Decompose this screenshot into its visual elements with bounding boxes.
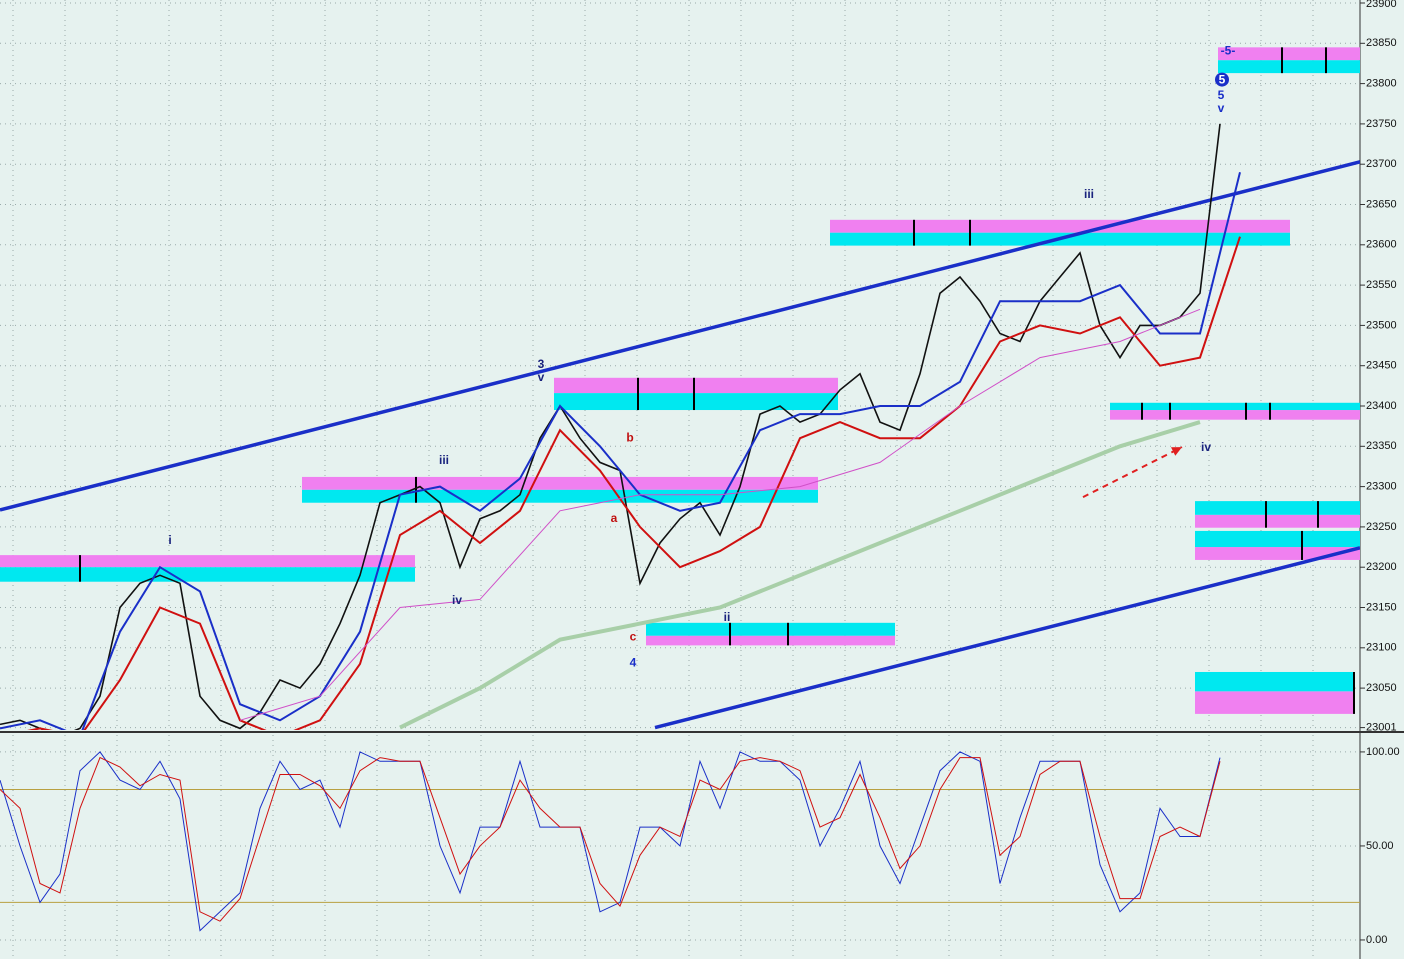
price-panel: [0, 0, 1360, 730]
wave-label: a: [611, 511, 618, 525]
trend-line: [654, 546, 1360, 730]
zone-cyan: [646, 622, 895, 636]
zone-cyan: [1195, 530, 1360, 548]
zone-magenta: [1195, 514, 1360, 528]
y-tick-label: 50.00: [1366, 840, 1394, 852]
zone-magenta: [646, 635, 895, 646]
y-tick-label: 23900: [1366, 0, 1397, 10]
y-tick-label: 23350: [1366, 440, 1397, 452]
y-tick-label: 23800: [1366, 78, 1397, 90]
wave-label: c: [630, 629, 637, 643]
trend-line: [0, 160, 1360, 512]
y-tick-label: 23450: [1366, 360, 1397, 372]
zone-magenta: [1195, 691, 1355, 714]
wave-label: b: [626, 430, 633, 444]
series-line: [0, 123, 1221, 730]
y-tick-label: 23550: [1366, 279, 1397, 291]
trend-line: [1082, 446, 1183, 498]
y-tick-label: 23150: [1366, 601, 1397, 613]
y-tick-label: 100.00: [1366, 746, 1400, 758]
y-tick-label: 23200: [1366, 561, 1397, 573]
zone-cyan: [1218, 60, 1360, 74]
oscillator-panel: [0, 735, 1360, 959]
y-tick-label: 23001: [1366, 722, 1397, 734]
zone-cyan: [302, 489, 818, 503]
zone-cyan: [0, 567, 415, 582]
zone-magenta: [0, 555, 415, 568]
wave-label: 4: [630, 655, 637, 669]
wave-label: iii: [439, 453, 449, 467]
wave-label: -5-: [1221, 44, 1236, 58]
wave-label: 5: [1218, 88, 1225, 102]
y-tick-label: 23050: [1366, 682, 1397, 694]
zone-magenta: [830, 219, 1290, 233]
wave-label: iv: [452, 593, 462, 607]
series-line: [239, 308, 1201, 721]
zone-cyan: [1110, 402, 1360, 411]
y-tick-label: 23650: [1366, 198, 1397, 210]
y-tick-label: 23400: [1366, 400, 1397, 412]
y-tick-label: 0.00: [1366, 934, 1387, 946]
zone-cyan: [1195, 671, 1355, 692]
wave-label: v: [538, 370, 545, 384]
series-line: [0, 172, 1241, 730]
y-tick-label: 23850: [1366, 37, 1397, 49]
zone-cyan: [1195, 501, 1360, 515]
zone-magenta: [1218, 47, 1360, 61]
y-tick-label: 23600: [1366, 239, 1397, 251]
arrow-head: [1171, 447, 1182, 456]
y-tick-label: 23750: [1366, 118, 1397, 130]
wave-label: i: [168, 533, 171, 547]
wave-label: v: [1218, 101, 1225, 115]
zone-magenta: [1110, 410, 1360, 420]
y-tick-label: 23100: [1366, 642, 1397, 654]
wave-label: iii: [1084, 187, 1094, 201]
plot-area: [0, 2, 1360, 730]
y-tick-label: 23250: [1366, 521, 1397, 533]
wave-label: 5: [1219, 73, 1226, 87]
y-tick-label: 23300: [1366, 481, 1397, 493]
series-line: [0, 751, 1221, 932]
plot-area: [0, 751, 1360, 941]
series-line: [0, 756, 1221, 922]
zone-cyan: [554, 393, 838, 411]
wave-label: ii: [724, 610, 731, 624]
annotation-circle: [1215, 72, 1229, 87]
zone-magenta: [302, 476, 818, 490]
y-tick-label: 23500: [1366, 319, 1397, 331]
y-tick-label: 23700: [1366, 158, 1397, 170]
wave-label: iv: [1201, 440, 1211, 454]
wave-label: 3: [538, 357, 545, 371]
zone-magenta: [554, 377, 838, 394]
series-line: [399, 420, 1201, 730]
